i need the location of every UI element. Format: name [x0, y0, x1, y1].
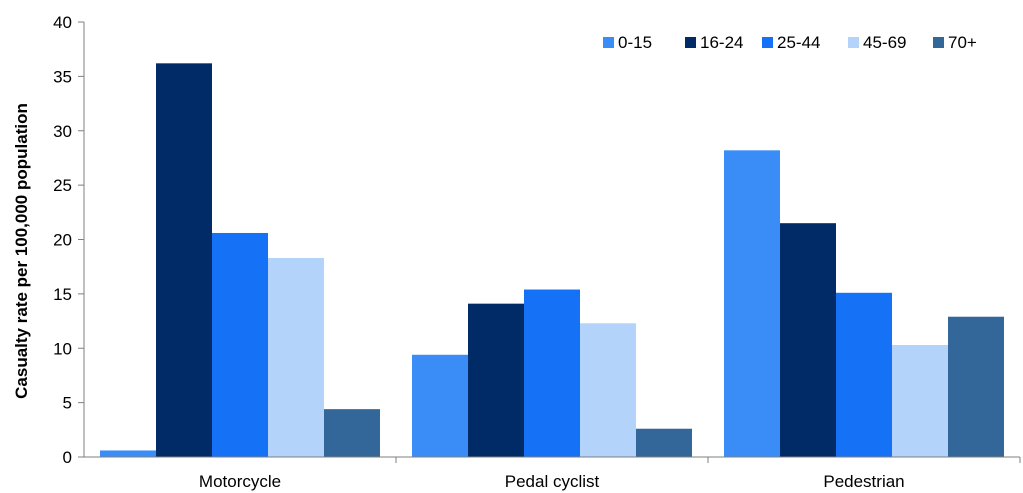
bars — [100, 63, 1004, 457]
bar-70+-pedestrian — [948, 316, 1004, 457]
y-axis-title: Casualty rate per 100,000 population — [12, 103, 31, 399]
y-axis-title-group: Casualty rate per 100,000 population — [12, 103, 31, 399]
x-category-label: Pedestrian — [823, 472, 904, 491]
y-tick-label: 15 — [53, 285, 72, 304]
bar-0-15-pedal-cyclist — [412, 354, 468, 457]
bar-25-44-motorcycle — [212, 232, 268, 457]
legend-label: 16-24 — [700, 33, 743, 52]
bar-0-15-pedestrian — [724, 150, 780, 457]
legend: 0-15 16-24 25-44 45-69 70+ — [603, 33, 977, 52]
bar-16-24-motorcycle — [156, 63, 212, 457]
y-tick-label: 35 — [53, 67, 72, 86]
bar-45-69-pedestrian — [892, 344, 948, 457]
legend-swatch — [685, 37, 696, 48]
legend-swatch — [933, 37, 944, 48]
bar-25-44-pedestrian — [836, 292, 892, 457]
y-tick-label: 5 — [63, 394, 72, 413]
legend-swatch — [762, 37, 773, 48]
bar-16-24-pedal-cyclist — [468, 303, 524, 457]
bar-45-69-motorcycle — [268, 257, 324, 457]
bar-70+-motorcycle — [324, 409, 380, 457]
bar-25-44-pedal-cyclist — [524, 289, 580, 457]
bar-16-24-pedestrian — [780, 223, 836, 457]
y-tick-label: 30 — [53, 122, 72, 141]
x-axis: Motorcycle Pedal cyclist Pedestrian — [84, 456, 1021, 491]
y-tick-label: 40 — [53, 13, 72, 32]
bar-45-69-pedal-cyclist — [580, 323, 636, 457]
x-category-label: Motorcycle — [199, 472, 281, 491]
x-category-label: Pedal cyclist — [505, 472, 600, 491]
legend-label: 70+ — [948, 33, 977, 52]
y-tick-label: 20 — [53, 231, 72, 250]
y-tick-label: 10 — [53, 339, 72, 358]
bar-0-15-motorcycle — [100, 450, 156, 457]
legend-label: 45-69 — [863, 33, 906, 52]
legend-label: 25-44 — [777, 33, 820, 52]
bar-70+-pedal-cyclist — [636, 428, 692, 457]
y-tick-label: 0 — [63, 448, 72, 467]
y-tick-label: 25 — [53, 176, 72, 195]
y-axis: 0 5 10 15 20 25 30 35 40 — [53, 13, 85, 467]
legend-label: 0-15 — [618, 33, 652, 52]
legend-swatch — [603, 37, 614, 48]
legend-swatch — [848, 37, 859, 48]
